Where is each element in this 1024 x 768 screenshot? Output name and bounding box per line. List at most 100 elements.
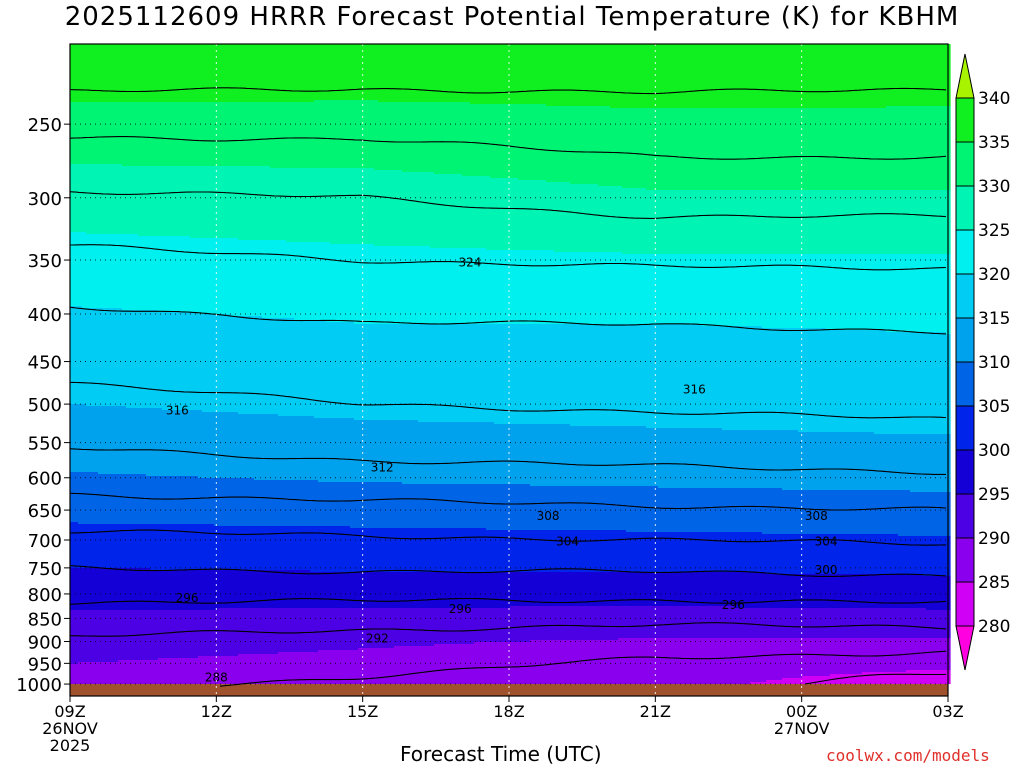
theta-fill-cell — [746, 532, 751, 573]
theta-fill-cell — [522, 324, 527, 425]
theta-fill-cell — [882, 490, 887, 535]
theta-fill-cell — [506, 44, 511, 105]
theta-fill-cell — [814, 190, 819, 255]
theta-fill-cell — [330, 44, 335, 101]
theta-fill-cell — [406, 420, 411, 485]
theta-fill-cell — [506, 642, 511, 685]
theta-fill-cell — [626, 324, 631, 427]
theta-fill-cell — [906, 332, 911, 435]
theta-fill-cell — [626, 638, 631, 685]
theta-fill-cell — [494, 484, 499, 531]
theta-fill-cell — [694, 324, 699, 429]
theta-fill-cell — [422, 44, 427, 103]
theta-fill-cell — [82, 164, 87, 233]
theta-fill-cell — [498, 44, 503, 105]
theta-fill-cell — [78, 306, 83, 405]
theta-fill-cell — [774, 430, 779, 489]
theta-fill-cell — [262, 480, 267, 527]
theta-fill-cell — [774, 190, 779, 255]
theta-fill-cell — [766, 328, 771, 431]
theta-fill-cell — [506, 178, 511, 251]
theta-fill-cell — [566, 572, 571, 607]
theta-fill-cell — [558, 182, 563, 253]
theta-fill-cell — [546, 424, 551, 487]
theta-fill-cell — [354, 572, 359, 609]
theta-fill-cell — [250, 414, 255, 479]
y-axis-pressure: 2503003504004505005506006507007508008509… — [16, 115, 70, 696]
theta-fill-cell — [294, 608, 299, 653]
theta-fill-cell — [170, 44, 175, 103]
theta-fill-cell — [270, 654, 275, 685]
theta-fill-cell — [422, 422, 427, 485]
theta-fill-cell — [530, 486, 535, 531]
theta-fill-cell — [470, 104, 475, 177]
theta-fill-cell — [798, 638, 803, 679]
theta-fill-cell — [386, 246, 391, 325]
theta-fill-cell — [722, 430, 727, 489]
theta-fill-cell — [518, 606, 523, 643]
theta-fill-cell — [874, 190, 879, 255]
theta-fill-cell — [390, 324, 395, 421]
theta-fill-cell — [918, 670, 923, 685]
theta-fill-cell — [746, 44, 751, 109]
theta-fill-cell — [698, 606, 703, 639]
theta-fill-cell — [378, 246, 383, 325]
theta-fill-cell — [930, 254, 935, 333]
theta-fill-cell — [470, 644, 475, 685]
theta-fill-cell — [726, 326, 731, 431]
theta-fill-cell — [402, 646, 407, 685]
theta-fill-cell — [318, 650, 323, 685]
theta-fill-cell — [618, 572, 623, 607]
theta-fill-cell — [354, 44, 359, 101]
theta-fill-cell — [918, 492, 923, 537]
theta-fill-cell — [774, 574, 779, 609]
theta-fill-cell — [746, 572, 751, 609]
theta-fill-cell — [638, 486, 643, 533]
theta-fill-cell — [454, 44, 459, 103]
colorbar-label: 300 — [978, 441, 1010, 461]
theta-fill-cell — [862, 108, 867, 191]
theta-fill-cell — [422, 608, 427, 647]
theta-fill-cell — [814, 534, 819, 575]
theta-fill-cell — [222, 44, 227, 103]
theta-fill-cell — [170, 166, 175, 237]
theta-fill-cell — [682, 190, 687, 255]
theta-fill-cell — [762, 254, 767, 329]
theta-fill-cell — [370, 324, 375, 421]
theta-fill-cell — [574, 530, 579, 573]
y-tick-label: 550 — [28, 434, 62, 455]
theta-fill-cell — [198, 478, 203, 525]
theta-fill-cell — [734, 572, 739, 609]
theta-fill-cell — [850, 608, 855, 639]
theta-fill-cell — [218, 656, 223, 685]
theta-fill-cell — [106, 474, 111, 525]
theta-fill-cell — [174, 44, 179, 103]
theta-fill-cell — [674, 638, 679, 685]
theta-fill-cell — [126, 568, 131, 611]
theta-fill-cell — [906, 254, 911, 333]
theta-fill-cell — [302, 652, 307, 685]
theta-fill-cell — [478, 248, 483, 325]
theta-fill-cell — [798, 328, 803, 433]
theta-fill-cell — [198, 410, 203, 479]
theta-fill-cell — [374, 482, 379, 529]
theta-fill-cell — [882, 330, 887, 435]
theta-fill-cell — [198, 656, 203, 685]
theta-fill-cell — [78, 44, 83, 103]
theta-fill-cell — [266, 608, 271, 655]
theta-fill-cell — [594, 324, 599, 427]
theta-fill-cell — [166, 44, 171, 103]
theta-fill-cell — [454, 644, 459, 685]
theta-fill-cell — [634, 638, 639, 685]
theta-fill-cell — [118, 234, 123, 309]
theta-fill-cell — [902, 254, 907, 333]
theta-fill-cell — [834, 490, 839, 535]
theta-fill-cell — [690, 428, 695, 489]
theta-fill-cell — [382, 482, 387, 529]
theta-fill-cell — [74, 610, 79, 665]
theta-fill-cell — [318, 526, 323, 573]
theta-fill-cell — [506, 424, 511, 485]
theta-fill-cell — [418, 484, 423, 529]
theta-fill-cell — [286, 480, 291, 527]
